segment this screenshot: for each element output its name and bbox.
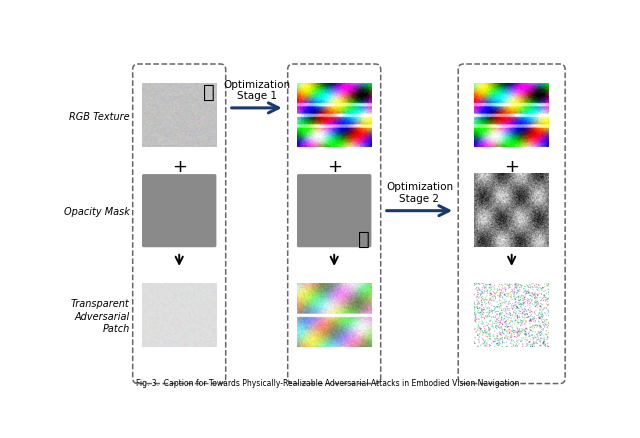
Text: 🔥: 🔥: [358, 229, 369, 248]
Text: Optimization
Stage 1: Optimization Stage 1: [223, 79, 291, 101]
FancyBboxPatch shape: [297, 175, 371, 248]
Text: +: +: [172, 158, 187, 176]
Text: Fig. 3.  Caption for Towards Physically-Realizable Adversarial Attacks in Embodi: Fig. 3. Caption for Towards Physically-R…: [136, 378, 520, 388]
Text: Opacity Mask: Opacity Mask: [64, 206, 129, 216]
Text: Transparent
Adversarial
Patch: Transparent Adversarial Patch: [71, 299, 129, 333]
Text: Optimization
Stage 2: Optimization Stage 2: [386, 182, 453, 204]
FancyBboxPatch shape: [142, 175, 216, 248]
Text: +: +: [326, 158, 342, 176]
Text: RGB Texture: RGB Texture: [69, 111, 129, 121]
Text: 🔥: 🔥: [203, 83, 214, 102]
Text: +: +: [504, 158, 519, 176]
